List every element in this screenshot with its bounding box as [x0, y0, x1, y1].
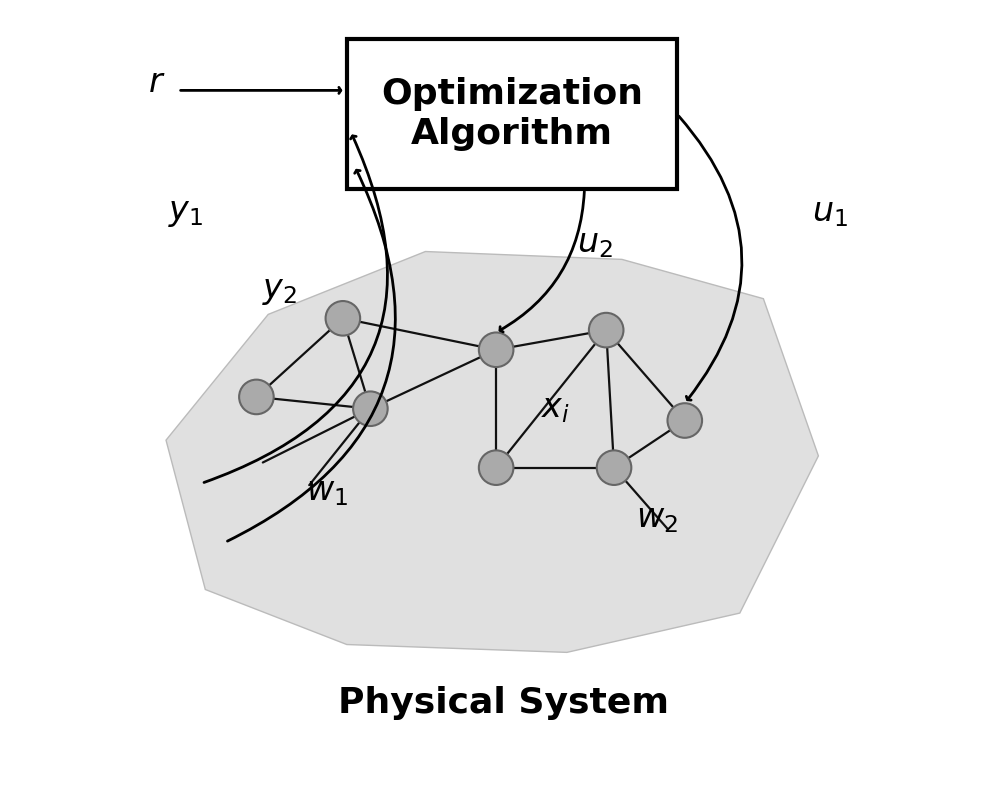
- Text: $y_1$: $y_1$: [168, 196, 204, 229]
- Text: $u_1$: $u_1$: [812, 196, 848, 229]
- FancyBboxPatch shape: [347, 39, 677, 189]
- Circle shape: [479, 450, 513, 485]
- Circle shape: [479, 332, 513, 367]
- Text: $x_i$: $x_i$: [540, 392, 570, 425]
- Circle shape: [239, 380, 274, 414]
- Circle shape: [353, 391, 388, 426]
- Polygon shape: [166, 252, 818, 652]
- Circle shape: [326, 301, 360, 336]
- Text: $u_2$: $u_2$: [577, 227, 612, 260]
- Text: $y_2$: $y_2$: [262, 274, 297, 307]
- Text: Physical System: Physical System: [339, 686, 669, 721]
- Circle shape: [667, 403, 702, 438]
- Text: Optimization
Algorithm: Optimization Algorithm: [381, 77, 643, 151]
- Circle shape: [597, 450, 631, 485]
- Text: $w_2$: $w_2$: [636, 502, 678, 535]
- Text: $w_1$: $w_1$: [306, 475, 348, 508]
- Text: $r$: $r$: [148, 66, 165, 99]
- Circle shape: [589, 313, 624, 347]
